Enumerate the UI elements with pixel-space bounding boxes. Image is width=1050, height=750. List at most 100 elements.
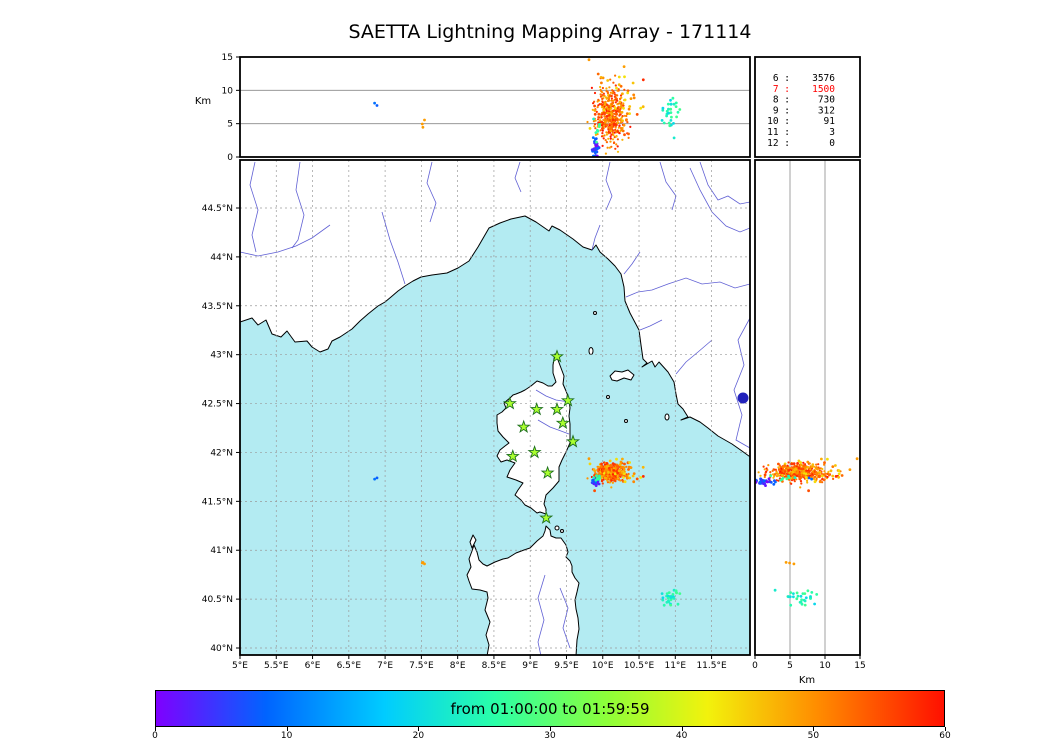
lightning-point (806, 465, 810, 469)
stats-row-value: 312 (818, 105, 835, 116)
lightning-point (608, 86, 611, 89)
lightning-point (767, 477, 771, 481)
lightning-point (818, 475, 821, 479)
lightning-point (799, 461, 802, 464)
lightning-point (600, 465, 603, 468)
lightning-point (783, 464, 786, 467)
lightning-point (599, 129, 602, 132)
lightning-point (805, 479, 809, 482)
tick-label: 44.5°N (202, 204, 233, 214)
island-sardinia (466, 525, 580, 655)
lightning-point (611, 138, 615, 141)
lightning-point (678, 108, 682, 111)
lightning-point (614, 477, 617, 480)
lightning-point (775, 474, 779, 477)
top-panel-border (239, 56, 751, 158)
lightning-point (792, 462, 796, 465)
lightning-point (616, 121, 620, 124)
tick-label: 41.5°N (202, 497, 233, 507)
lightning-point (790, 462, 794, 466)
colorbar-tick-label: 20 (412, 731, 425, 741)
tick-label: 41°N (210, 546, 233, 556)
lightning-point (616, 130, 619, 133)
lightning-point (792, 562, 796, 566)
lightning-point (623, 472, 626, 476)
lightning-point (799, 486, 802, 489)
lightning-point (373, 477, 376, 481)
lightning-point (600, 135, 604, 138)
lightning-point (820, 457, 823, 461)
lightning-point (618, 463, 622, 467)
lightning-point (601, 97, 604, 100)
lightning-point (628, 105, 632, 108)
lightning-point (614, 126, 617, 129)
lightning-point (804, 472, 808, 476)
lightning-point (608, 459, 612, 463)
lightning-point (811, 473, 814, 476)
lightning-point (759, 474, 762, 477)
lightning-point (635, 477, 639, 481)
station-marker (560, 393, 575, 407)
lightning-point (602, 467, 606, 471)
lightning-point (641, 105, 645, 109)
lightning-point (661, 598, 665, 602)
lightning-point (588, 126, 592, 130)
lightning-point (611, 118, 615, 122)
island-caprera (560, 529, 564, 533)
lightning-point (617, 83, 621, 86)
lightning-point (603, 101, 607, 105)
lightning-point (665, 592, 669, 595)
lightning-point (600, 81, 603, 85)
lightning-point (804, 596, 808, 600)
lightning-point (593, 104, 596, 108)
lightning-point (802, 461, 805, 464)
lightning-point (619, 94, 623, 97)
lightning-point (610, 99, 613, 102)
lightning-point (593, 112, 597, 116)
map-panel (239, 159, 751, 656)
lightning-point (629, 97, 633, 100)
tick-label: 9.5°E (554, 661, 579, 671)
lightning-point (607, 113, 611, 117)
lightning-point (769, 471, 772, 474)
tick-label: 42°N (210, 448, 233, 458)
lightning-point (672, 136, 676, 140)
lightning-point (608, 124, 611, 127)
lightning-point (781, 476, 785, 480)
lightning-point (616, 471, 619, 475)
rivers (240, 161, 750, 655)
lightning-point (610, 479, 613, 482)
lightning-point (797, 466, 801, 470)
lightning-point (827, 470, 830, 473)
lightning-point (806, 469, 810, 472)
island-pianosa (606, 395, 610, 399)
lightning-point (593, 91, 597, 95)
lightning-point (595, 140, 598, 144)
lightning-point (593, 489, 596, 493)
lightning-point (826, 457, 829, 461)
lightning-point (614, 74, 617, 77)
lightning-point (809, 468, 812, 471)
lightning-point (796, 469, 800, 472)
lightning-point (607, 466, 611, 470)
lightning-point (641, 475, 645, 478)
lightning-point (807, 472, 810, 476)
lightning-point (783, 470, 787, 473)
lightning-point (605, 462, 609, 465)
stats-row-value: 3 (829, 127, 835, 138)
lightning-point (674, 105, 678, 108)
lightning-point (615, 457, 618, 461)
lightning-point (779, 478, 782, 482)
colorbar-tick-label: 10 (280, 731, 293, 741)
lightning-point (821, 467, 824, 471)
lightning-point (595, 474, 598, 478)
lightning-point (593, 469, 597, 473)
lightning-point (671, 593, 675, 596)
lightning-point (774, 472, 777, 476)
lightning-point (631, 81, 635, 85)
island-maddalena (554, 525, 560, 531)
lightning-point (795, 591, 799, 595)
coastline-mainland (240, 160, 750, 458)
lightning-point (619, 84, 623, 88)
lightning-point (831, 474, 835, 478)
